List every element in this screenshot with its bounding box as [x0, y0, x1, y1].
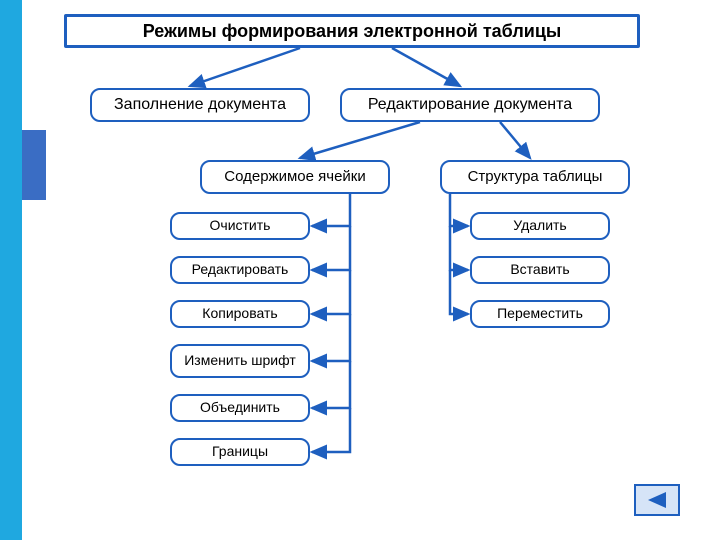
node-clear: Очистить [170, 212, 310, 240]
node-tbl_struct: Структура таблицы [440, 160, 630, 194]
node-edit_doc: Редактирование документа [340, 88, 600, 122]
node-cell_cont: Содержимое ячейки [200, 160, 390, 194]
edge [312, 314, 350, 361]
arrows-layer [0, 0, 720, 540]
edge [300, 122, 420, 158]
edge [312, 270, 350, 314]
edge [312, 226, 350, 270]
node-fill_doc: Заполнение документа [90, 88, 310, 122]
edge [312, 194, 350, 226]
node-borders: Границы [170, 438, 310, 466]
node-label: Редактирование документа [368, 96, 572, 114]
node-label: Переместить [497, 306, 583, 321]
nav-back-button[interactable] [634, 484, 680, 516]
edge [450, 194, 468, 226]
side-block [22, 130, 46, 200]
triangle-left-icon [646, 491, 668, 509]
node-label: Удалить [513, 218, 566, 233]
node-font: Изменить шрифт [170, 344, 310, 378]
edge [312, 361, 350, 408]
node-label: Изменить шрифт [184, 353, 296, 368]
edge [500, 122, 530, 158]
diagram-title: Режимы формирования электронной таблицы [64, 14, 640, 48]
node-label: Очистить [210, 218, 271, 233]
node-delete: Удалить [470, 212, 610, 240]
edge [450, 226, 468, 270]
node-move: Переместить [470, 300, 610, 328]
node-label: Копировать [202, 306, 277, 321]
node-label: Содержимое ячейки [224, 169, 365, 186]
node-label: Границы [212, 444, 268, 459]
edge [190, 48, 300, 86]
node-label: Редактировать [192, 262, 289, 277]
node-label: Вставить [510, 262, 569, 277]
node-copy: Копировать [170, 300, 310, 328]
edge [450, 270, 468, 314]
edge [392, 48, 460, 86]
node-label: Объединить [200, 400, 280, 415]
edge [312, 408, 350, 452]
node-label: Заполнение документа [114, 96, 286, 114]
accent-bar [0, 0, 22, 540]
node-edit: Редактировать [170, 256, 310, 284]
node-merge: Объединить [170, 394, 310, 422]
diagram-title-text: Режимы формирования электронной таблицы [143, 21, 562, 42]
node-label: Структура таблицы [468, 169, 603, 186]
node-insert: Вставить [470, 256, 610, 284]
